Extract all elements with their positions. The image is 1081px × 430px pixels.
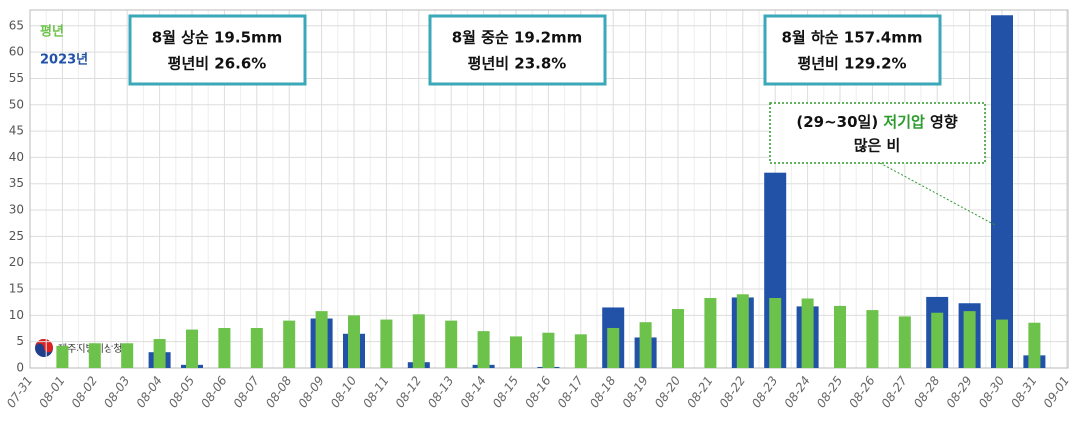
x-tick-label: 08-03	[101, 374, 132, 411]
annotation-title: 8월 상순 19.5mm	[152, 29, 283, 47]
x-tick-label: 08-01	[36, 374, 67, 411]
bar	[380, 319, 393, 368]
x-tick-label: 08-18	[587, 373, 619, 410]
x-tick-label: 08-29	[943, 374, 974, 411]
bar	[801, 298, 814, 368]
bar	[639, 322, 652, 368]
legend-entry: 2023년	[40, 53, 88, 68]
bar	[769, 297, 782, 368]
bar	[866, 310, 879, 368]
x-tick-label: 08-15	[490, 374, 521, 411]
x-tick-label: 08-26	[846, 373, 878, 410]
y-tick-label: 40	[9, 150, 24, 164]
bar	[736, 294, 749, 368]
legend-entry: 평년	[40, 24, 64, 40]
x-tick-label: 08-06	[198, 373, 230, 410]
x-tick-label: 08-21	[684, 374, 715, 411]
x-tick-label: 08-25	[814, 374, 845, 411]
annotation-box	[428, 14, 607, 86]
x-tick-label: 08-13	[425, 374, 456, 411]
x-tick-label: 08-24	[781, 374, 812, 411]
bar	[607, 327, 620, 368]
x-tick-label: 08-10	[328, 373, 360, 410]
x-tick-label: 08-30	[976, 373, 1008, 410]
y-tick-label: 0	[16, 361, 24, 375]
bar	[477, 331, 490, 368]
x-tick-label: 08-08	[263, 373, 295, 410]
x-tick-label: 07-31	[4, 374, 35, 411]
annotation-ratio: 평년비 26.6%	[168, 55, 267, 73]
x-tick-label: 08-31	[1008, 374, 1039, 411]
callout-part: 영향	[925, 113, 958, 131]
callout-box	[769, 102, 986, 164]
x-tick-label: 08-14	[457, 374, 488, 411]
x-tick-label: 08-17	[555, 373, 587, 410]
bar	[186, 329, 198, 368]
x-tick-label: 08-02	[69, 374, 100, 411]
annotation-ratio: 평년비 23.8%	[468, 55, 567, 73]
bar	[88, 343, 101, 368]
bar	[1028, 322, 1041, 368]
x-tick-label: 08-27	[879, 373, 911, 410]
x-tick-label: 09-01	[1041, 374, 1072, 411]
annotation-title: 8월 하순 157.4mm	[782, 29, 923, 47]
callout-part: 저기압	[883, 113, 925, 131]
bar	[412, 314, 425, 368]
y-tick-label: 10	[9, 308, 24, 322]
bar	[542, 332, 555, 368]
y-tick-label: 5	[16, 334, 24, 348]
x-tick-label: 08-19	[619, 374, 650, 411]
x-tick-label: 08-28	[911, 373, 943, 410]
bar	[931, 312, 944, 368]
annotation-box	[763, 14, 942, 86]
y-tick-label: 50	[9, 97, 24, 111]
x-tick-label: 08-11	[360, 374, 391, 411]
bar	[574, 334, 587, 368]
x-tick-label: 08-16	[522, 373, 554, 410]
bar	[153, 339, 166, 368]
annotation-title: 8월 중순 19.2mm	[452, 29, 583, 47]
bar	[218, 327, 231, 368]
bar	[991, 15, 1013, 368]
bar	[348, 315, 360, 368]
y-tick-label: 60	[9, 45, 24, 59]
x-tick-label: 08-09	[295, 374, 326, 411]
bar	[510, 336, 522, 368]
bar	[283, 320, 296, 368]
bar	[704, 297, 717, 368]
x-tick-label: 08-12	[393, 374, 424, 411]
bar	[834, 305, 846, 368]
y-tick-label: 25	[9, 229, 24, 243]
callout-part: (29~30일)	[796, 113, 883, 131]
bar	[898, 316, 911, 368]
bar	[121, 343, 134, 368]
y-tick-label: 45	[9, 124, 24, 138]
bar	[445, 320, 458, 368]
bar	[996, 319, 1008, 368]
x-tick-label: 08-05	[166, 374, 197, 411]
y-tick-label: 35	[9, 176, 24, 190]
x-tick-label: 08-20	[652, 373, 684, 410]
y-tick-label: 30	[9, 203, 24, 217]
callout-line	[879, 162, 996, 226]
annotation-box	[128, 14, 307, 86]
x-tick-label: 08-04	[133, 374, 164, 411]
bar	[56, 345, 69, 368]
y-tick-label: 55	[9, 71, 24, 85]
annotation-ratio: 평년비 129.2%	[797, 55, 906, 73]
x-tick-label: 08-23	[749, 374, 780, 411]
y-tick-label: 65	[9, 18, 24, 32]
bar	[963, 311, 976, 368]
y-tick-label: 20	[9, 255, 24, 269]
y-tick-label: 15	[9, 282, 24, 296]
callout-text: (29~30일) 저기압 영향	[796, 113, 957, 131]
bar	[250, 327, 263, 368]
callout-text-2: 많은 비	[854, 137, 901, 155]
x-tick-label: 08-22	[717, 374, 748, 411]
bar	[315, 311, 328, 368]
x-tick-label: 08-07	[231, 373, 263, 410]
bar	[672, 309, 684, 368]
